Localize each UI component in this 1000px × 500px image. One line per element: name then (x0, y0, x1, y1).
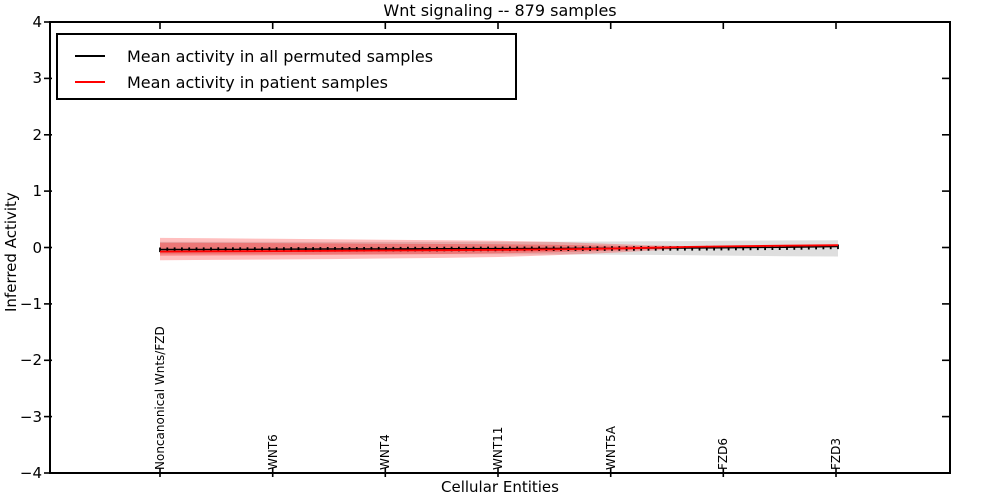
legend-label-patient: Mean activity in patient samples (127, 72, 388, 92)
line-patient-mean (159, 244, 839, 253)
y-tick-label: 1 (32, 182, 42, 200)
legend-row-permuted: Mean activity in all permuted samples (58, 43, 515, 69)
x-tick-label: WNT5A (604, 425, 618, 470)
x-tick-label: WNT6 (266, 434, 280, 470)
legend-line-sample-patient (75, 81, 105, 83)
y-tick-label: −1 (19, 295, 42, 313)
legend: Mean activity in all permuted samples Me… (56, 33, 517, 100)
x-tick-label: WNT11 (491, 426, 505, 470)
chart-title: Wnt signaling -- 879 samples (383, 1, 617, 20)
legend-label-permuted: Mean activity in all permuted samples (127, 46, 434, 66)
y-tick-label: 4 (32, 13, 42, 31)
legend-row-patient: Mean activity in patient samples (58, 69, 515, 95)
y-tick-label: 3 (32, 69, 42, 87)
y-tick-label: −2 (19, 351, 42, 369)
y-tick-label: 2 (32, 126, 42, 144)
x-tick-label: FZD6 (716, 438, 730, 470)
y-tick-label: 0 (32, 239, 42, 257)
x-tick-label: WNT4 (378, 434, 392, 470)
x-tick-label: Noncanonical Wnts/FZD (153, 326, 167, 470)
x-tick-label: FZD3 (829, 438, 843, 470)
x-axis-label: Cellular Entities (441, 478, 559, 496)
y-tick-label: −4 (19, 464, 42, 482)
legend-line-sample-permuted (75, 55, 105, 57)
y-tick-label: −3 (19, 408, 42, 426)
